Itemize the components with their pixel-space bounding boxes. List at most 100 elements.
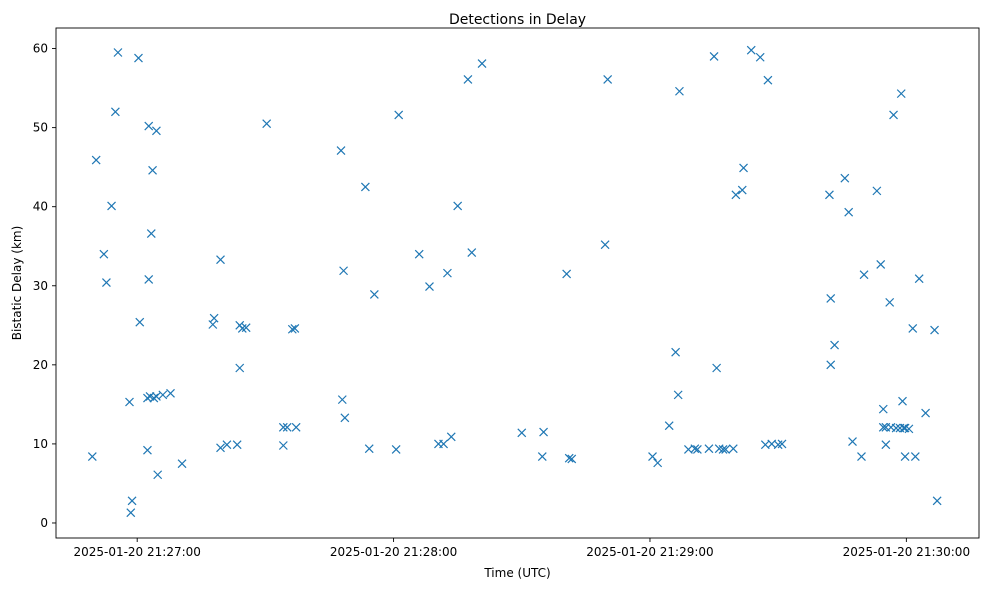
data-point: [146, 229, 156, 239]
data-point: [889, 110, 898, 120]
data-point: [653, 458, 663, 468]
data-point: [848, 437, 857, 446]
data-point: [721, 445, 731, 454]
data-point: [101, 278, 111, 288]
data-point: [290, 324, 300, 333]
y-axis-label: Bistatic Delay (km): [10, 226, 24, 341]
data-point: [446, 432, 456, 442]
data-point: [844, 207, 854, 217]
data-point: [135, 317, 145, 327]
data-point: [709, 52, 719, 61]
data-point: [885, 297, 895, 307]
data-point: [222, 440, 232, 450]
data-point: [278, 441, 288, 450]
data-point: [755, 52, 765, 62]
data-point: [166, 388, 175, 398]
y-tick-label: 50: [33, 121, 48, 135]
data-point: [216, 443, 225, 453]
data-point: [728, 444, 738, 454]
data-point: [712, 363, 722, 373]
data-point: [878, 422, 888, 432]
x-tick-label: 2025-01-20 21:30:00: [843, 545, 970, 559]
data-point: [149, 393, 159, 403]
data-point: [143, 445, 152, 455]
data-point: [600, 240, 610, 250]
x-tick-label: 2025-01-20 21:29:00: [586, 545, 713, 559]
data-point: [91, 155, 101, 165]
data-point: [110, 107, 120, 117]
y-axis: 0 10 20 30 40 50 60: [33, 42, 56, 530]
data-point: [113, 48, 123, 57]
data-point: [287, 324, 297, 334]
y-tick-label: 60: [33, 42, 48, 56]
data-point: [763, 75, 773, 85]
data-point: [216, 255, 225, 265]
data-point: [704, 444, 714, 454]
data-point: [876, 259, 886, 269]
data-point: [537, 452, 547, 461]
y-tick-label: 30: [33, 279, 48, 293]
data-point: [453, 201, 463, 211]
data-point: [337, 395, 347, 405]
data-point: [209, 313, 219, 323]
data-point: [148, 165, 157, 175]
data-point: [143, 393, 152, 403]
data-point: [391, 445, 401, 454]
data-point: [932, 496, 942, 506]
data-point: [737, 185, 747, 195]
data-point: [414, 249, 424, 259]
data-point: [904, 424, 914, 434]
data-point: [241, 323, 251, 333]
data-point: [539, 427, 548, 437]
data-point: [282, 422, 292, 432]
data-point: [921, 408, 931, 418]
data-point: [908, 324, 918, 333]
data-point: [900, 452, 910, 461]
data-point: [360, 182, 370, 192]
data-point: [394, 110, 404, 120]
data-point: [126, 508, 136, 518]
data-point: [664, 421, 674, 431]
data-point: [878, 404, 888, 414]
x-axis: 2025-01-20 21:27:00 2025-01-20 21:28:00 20…: [73, 538, 970, 559]
y-tick-label: 10: [33, 437, 48, 451]
data-point: [463, 74, 473, 84]
data-point: [731, 190, 741, 200]
data-point: [177, 459, 187, 469]
data-point: [891, 423, 901, 433]
data-point: [364, 444, 374, 454]
data-point: [777, 439, 787, 449]
data-point: [467, 248, 477, 257]
data-point: [914, 274, 924, 284]
data-point: [158, 390, 168, 400]
data-point: [442, 268, 452, 278]
data-point: [826, 293, 836, 303]
data-point: [910, 452, 920, 461]
chart-title: Detections in Delay: [449, 12, 586, 28]
data-point: [153, 470, 163, 480]
data-point: [896, 89, 906, 99]
data-point: [278, 422, 288, 432]
y-tick-label: 20: [33, 358, 48, 372]
data-point: [825, 190, 834, 200]
data-point: [125, 397, 134, 407]
data-point: [144, 275, 154, 284]
data-point: [151, 126, 161, 136]
data-point: [477, 59, 487, 69]
data-point: [99, 249, 109, 259]
data-point: [930, 325, 939, 335]
data-point: [690, 444, 700, 454]
data-point: [262, 119, 272, 129]
x-tick-label: 2025-01-20 21:28:00: [330, 545, 457, 559]
data-point: [567, 454, 577, 464]
data-point: [562, 269, 572, 279]
data-point: [648, 452, 657, 461]
data-point: [336, 146, 346, 155]
data-point: [127, 496, 137, 506]
data-point: [603, 74, 613, 84]
data-point: [692, 445, 702, 454]
data-point: [144, 121, 154, 131]
data-point: [87, 452, 97, 461]
